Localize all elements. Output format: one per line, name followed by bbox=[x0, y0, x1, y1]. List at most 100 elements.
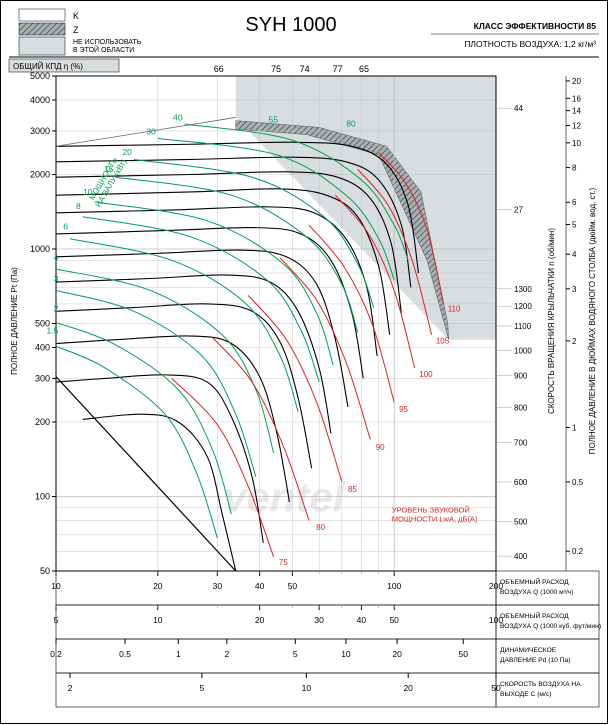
legend-area: K Z НЕ ИСПОЛЬЗОВАТЬ В ЭТОЙ ОБЛАСТИ bbox=[19, 9, 143, 55]
x-tick: 5 bbox=[293, 649, 298, 659]
power-label: 6 bbox=[63, 221, 68, 231]
rpm-callout: 1100 bbox=[514, 322, 532, 331]
power-label: 20 bbox=[122, 147, 132, 157]
power-curve bbox=[83, 217, 319, 382]
sound-curve bbox=[280, 258, 370, 440]
inches-tick: 5 bbox=[572, 221, 577, 230]
x-tick: 30 bbox=[314, 615, 324, 625]
plot-area: ventel5010020030040050010002000300040005… bbox=[30, 64, 584, 576]
x-tick: 5 bbox=[54, 615, 59, 625]
eff-header: ОБЩИЙ КПД η (%) bbox=[13, 62, 83, 71]
x-tick: 50 bbox=[288, 581, 298, 591]
rpm-callout: 600 bbox=[514, 478, 528, 487]
rpm-callout: 800 bbox=[514, 404, 528, 413]
x-tick: 40 bbox=[357, 615, 367, 625]
power-label: 30 bbox=[146, 127, 156, 137]
y-tick: 400 bbox=[35, 342, 50, 352]
inches-tick: 6 bbox=[572, 198, 577, 207]
y-tick: 200 bbox=[35, 417, 50, 427]
x-scale-rows: ОБЪЕМНЫЙ РАСХОДВОЗДУХА Q (1000 м³/ч)1020… bbox=[50, 571, 601, 707]
x-scale-label: СКОРОСТЬ ВОЗДУХА НА bbox=[500, 681, 581, 688]
inches-tick: 12 bbox=[572, 122, 581, 131]
x-scale-label: ОБЪЕМНЫЙ РАСХОД bbox=[500, 611, 569, 620]
rpm-curve bbox=[56, 228, 363, 379]
sound-label: 85 bbox=[348, 485, 357, 494]
rpm-callout: 1200 bbox=[514, 302, 532, 311]
rpm-callout: 1000 bbox=[514, 347, 532, 356]
density-label: ПЛОТНОСТЬ ВОЗДУХА: 1,2 кг/м³ bbox=[464, 39, 596, 49]
x-tick: 30 bbox=[213, 581, 223, 591]
envelope bbox=[56, 377, 236, 571]
x-tick: 50 bbox=[491, 683, 501, 693]
sound-label: 110 bbox=[448, 305, 461, 314]
eff-tick: 75 bbox=[271, 64, 281, 74]
y-tick: 50 bbox=[40, 566, 50, 576]
sound-label: 105 bbox=[436, 337, 450, 346]
inches-tick: 2 bbox=[572, 337, 577, 346]
power-label: 2 bbox=[54, 303, 59, 313]
x-tick: 100 bbox=[489, 615, 503, 625]
y-right-rpm-label: СКОРОСТЬ ВРАЩЕНИЯ КРЫЛЬЧАТКИ n (об/мин) bbox=[547, 228, 556, 414]
eff-tick: 66 bbox=[214, 64, 224, 74]
y-tick: 300 bbox=[35, 373, 50, 383]
sound-label: 80 bbox=[316, 523, 325, 532]
x-tick: 50 bbox=[389, 615, 399, 625]
x-tick: 1 bbox=[176, 649, 181, 659]
sound-curve bbox=[172, 378, 274, 557]
power-label: 55 bbox=[269, 114, 279, 124]
eff-tick: 65 bbox=[359, 64, 369, 74]
x-tick: 20 bbox=[153, 581, 163, 591]
legend-z-label: Z bbox=[73, 25, 79, 35]
x-tick: 2 bbox=[224, 649, 229, 659]
watermark: ventel bbox=[223, 474, 346, 521]
rpm-callout: 1300 bbox=[514, 285, 532, 294]
x-tick: 0.2 bbox=[50, 649, 62, 659]
rpm-callout: 500 bbox=[514, 518, 528, 527]
y-tick: 5000 bbox=[30, 71, 50, 81]
x-tick: 40 bbox=[255, 581, 265, 591]
rpm-callout: 700 bbox=[514, 438, 528, 447]
power-label: 3 bbox=[54, 273, 59, 283]
sound-axis-label2: МОЩНОСТИ LwA, дБ(A) bbox=[392, 514, 478, 523]
rpm-curve bbox=[83, 414, 236, 571]
x-tick: 10 bbox=[341, 649, 351, 659]
power-label: 1.5 bbox=[47, 326, 59, 336]
rpm-callout: 900 bbox=[514, 371, 528, 380]
power-curve bbox=[56, 346, 217, 538]
power-label: 4 bbox=[54, 252, 59, 262]
inches-tick: 1 bbox=[572, 423, 577, 432]
x-tick: 10 bbox=[51, 581, 61, 591]
power-curve bbox=[56, 290, 256, 476]
sound-label: 90 bbox=[376, 443, 385, 452]
fan-performance-chart: K Z НЕ ИСПОЛЬЗОВАТЬ В ЭТОЙ ОБЛАСТИ SYH 1… bbox=[0, 0, 608, 724]
inches-tick: 0.5 bbox=[572, 478, 584, 487]
sound-label: 95 bbox=[399, 405, 408, 414]
x-tick: 200 bbox=[489, 581, 503, 591]
y-left-label: ПОЛНОЕ ДАВЛЕНИЕ Pt (Па) bbox=[10, 267, 19, 375]
power-curve bbox=[56, 269, 274, 453]
sound-label: 75 bbox=[279, 558, 288, 567]
inches-tick: 16 bbox=[572, 94, 581, 103]
legend-forbidden-label: НЕ ИСПОЛЬЗОВАТЬ В ЭТОЙ ОБЛАСТИ bbox=[73, 39, 143, 54]
inches-tick: 10 bbox=[572, 139, 581, 148]
inches-tick: 4 bbox=[572, 250, 577, 259]
y-tick: 3000 bbox=[30, 126, 50, 136]
x-scale-label: ОБЪЕМНЫЙ РАСХОД bbox=[500, 577, 569, 586]
rpm-callout: 44 bbox=[514, 104, 523, 113]
power-curve bbox=[56, 322, 231, 514]
rpm-callout: 400 bbox=[514, 552, 528, 561]
x-tick: 20 bbox=[255, 615, 265, 625]
inches-tick: 20 bbox=[572, 77, 581, 86]
inches-tick: 14 bbox=[572, 107, 581, 116]
x-scale-label: ВОЗДУХА Q (1000 м³/ч) bbox=[500, 589, 574, 596]
rpm-callout: 27 bbox=[514, 206, 523, 215]
eff-class-label: КЛАСС ЭФФЕКТИВНОСТИ 85 bbox=[474, 21, 597, 31]
sound-axis-label: УРОВЕНЬ ЗВУКОВОЙ bbox=[392, 505, 470, 514]
y-tick: 4000 bbox=[30, 95, 50, 105]
sound-label: 100 bbox=[419, 370, 433, 379]
inches-tick: 3 bbox=[572, 285, 577, 294]
x-tick: 0.5 bbox=[119, 649, 131, 659]
x-scale-label: ДИНАМИЧЕСКОЕ bbox=[500, 647, 557, 654]
eff-tick: 77 bbox=[333, 64, 343, 74]
y-tick: 100 bbox=[35, 491, 50, 501]
